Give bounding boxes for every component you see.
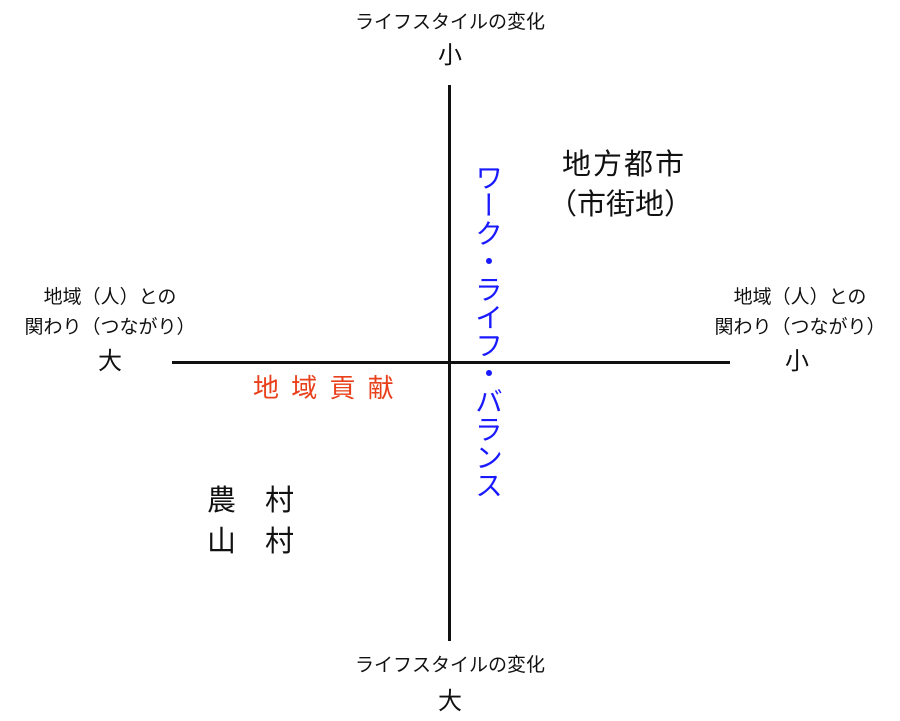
right-axis-level: 小 [785,347,809,375]
regional-contribution-label: 地 域 貢 献 [253,374,396,404]
left-axis-level: 大 [98,347,122,375]
quadrant-upper-right-line2: （市街地） [548,187,694,221]
horizontal-axis [172,361,730,364]
right-axis-label-line2: 関わり（つながり） [714,316,886,338]
left-axis-label-line1: 地域（人）との [43,286,177,308]
quadrant-lower-left-line2: 山 村 [207,524,295,558]
bottom-axis-label: ライフスタイルの変化 [354,654,545,676]
quadrant-lower-left-line1: 農 村 [207,483,295,517]
top-axis-label: ライフスタイルの変化 [354,11,545,33]
left-axis-label-line2: 関わり（つながり） [24,316,196,338]
right-axis-label-line1: 地域（人）との [733,286,867,308]
quadrant-upper-right-line1: 地方都市 [562,147,687,181]
bottom-axis-level: 大 [438,687,462,715]
work-life-balance-label: ワーク・ライフ・バランス [471,163,504,499]
top-axis-level: 小 [438,41,462,69]
